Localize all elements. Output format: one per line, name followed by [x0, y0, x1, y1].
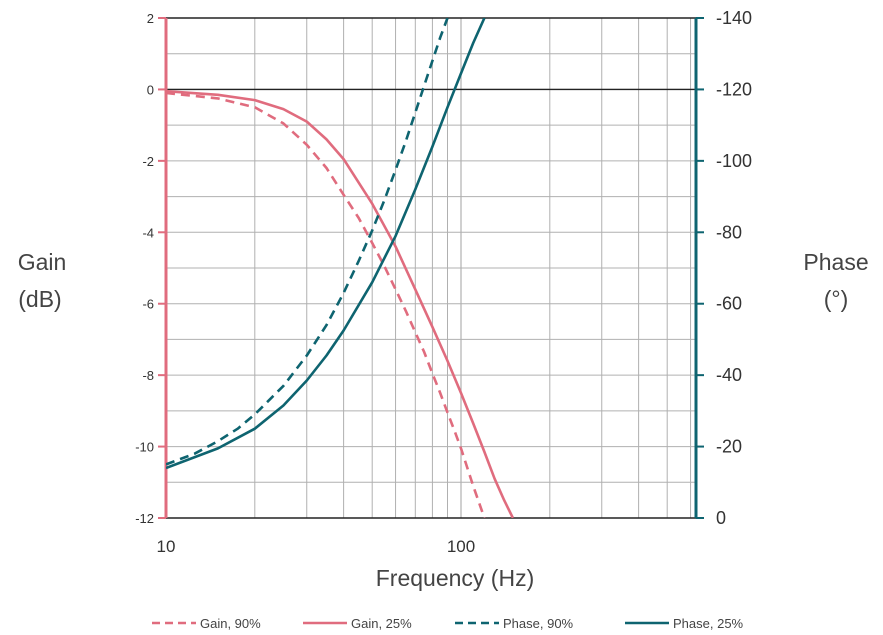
right-axis-title-line2: (°) [824, 286, 849, 312]
phase-tick-label-2: -100 [716, 151, 752, 171]
phase-tick-label-6: -20 [716, 437, 742, 457]
series-lines [166, 18, 515, 518]
gain-tick-label-5: -8 [142, 368, 154, 383]
gain-tick-label-3: -4 [142, 225, 154, 240]
grid [165, 17, 696, 519]
right-axis-title-line1: Phase [803, 249, 868, 275]
gain-tick-label-1: 0 [147, 82, 154, 97]
gain-tick-label-0: 2 [147, 11, 154, 26]
axes [158, 17, 704, 519]
legend: Gain, 90% Gain, 25% Phase, 90% Phase, 25% [152, 616, 744, 631]
series-line-phase-25- [166, 18, 486, 470]
phase-tick-label-0: -140 [716, 8, 752, 28]
legend-label-2: Phase, 90% [503, 616, 574, 631]
gain-tick-label-7: -12 [135, 511, 154, 526]
legend-label-1: Gain, 25% [351, 616, 412, 631]
x-axis-title: Frequency (Hz) [376, 565, 534, 591]
gain-tick-label-4: -6 [142, 297, 154, 312]
series-line-gain-90- [166, 91, 486, 518]
gain-tick-label-6: -10 [135, 440, 154, 455]
left-axis-title-line1: Gain [18, 249, 67, 275]
phase-tick-label-4: -60 [716, 294, 742, 314]
tick-labels: 2 0 -2 -4 -6 -8 -10 -12 -140 -120 -100 -80 -60 -40 -20… [135, 8, 752, 556]
legend-label-3: Phase, 25% [673, 616, 744, 631]
legend-label-0: Gain, 90% [200, 616, 261, 631]
series-line-phase-90- [166, 18, 449, 466]
frequency-tick-label-0: 10 [157, 537, 176, 556]
phase-tick-label-1: -120 [716, 79, 752, 99]
series-line-gain-25- [166, 89, 515, 518]
left-axis-title-line2: (dB) [18, 286, 61, 312]
phase-tick-label-5: -40 [716, 365, 742, 385]
phase-tick-label-7: 0 [716, 508, 726, 528]
phase-tick-label-3: -80 [716, 222, 742, 242]
gain-tick-label-2: -2 [142, 154, 154, 169]
frequency-tick-label-1: 100 [447, 537, 475, 556]
